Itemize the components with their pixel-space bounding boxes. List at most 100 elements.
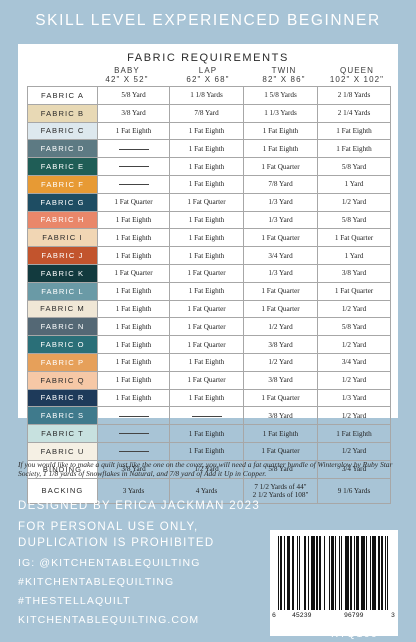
table-cell: 1 Fat Eighth [97, 335, 170, 354]
barcode-digit-check: 3 [391, 612, 395, 619]
row-label: FABRIC U [27, 441, 98, 461]
row-label: FABRIC J [27, 246, 98, 265]
table-cell: 3/8 Yard [97, 103, 170, 123]
not-needed-dash [118, 184, 149, 186]
table-cell: 1 Fat Eighth [317, 424, 391, 443]
table-cell: 5/8 Yard [317, 210, 391, 230]
barcode-bar [344, 536, 349, 610]
not-needed-dash [191, 415, 222, 417]
table-cell: 1 Fat Eighth [97, 210, 170, 230]
barcode-bar [388, 536, 389, 610]
table-cell: 1 Fat Quarter [243, 228, 318, 248]
table-cell: 1/2 Yard [317, 370, 391, 390]
row-label: BACKING [27, 477, 98, 504]
row-label: FABRIC S [27, 406, 98, 426]
table-cell: 1 Fat Eighth [243, 139, 318, 159]
website-link[interactable]: KITCHENTABLEQUILTING.COM [18, 614, 200, 626]
table-cell: 3/8 Yard [317, 263, 391, 283]
row-label: FABRIC I [27, 228, 98, 248]
table-cell: 1 Fat Quarter [243, 299, 318, 319]
table-cell: 1 Fat Eighth [317, 139, 391, 159]
personal-use-notice: FOR PERSONAL USE ONLY, DUPLICATION IS PR… [18, 521, 215, 549]
column-header-lap: LAP 62" X 68" [186, 66, 230, 84]
table-cell: 1 Fat Eighth [169, 424, 244, 443]
table-cell: 1 Fat Eighth [317, 121, 391, 141]
row-label: FABRIC N [27, 317, 98, 337]
table-cell [97, 406, 170, 426]
row-label: FABRIC F [27, 174, 98, 194]
table-cell: 1 Fat Quarter [317, 228, 391, 248]
table-cell: 1 Fat Quarter [169, 299, 244, 319]
table-cell: 7/8 Yard [243, 174, 318, 194]
table-cell: 3/8 Yard [243, 406, 318, 426]
barcode-bar [318, 536, 322, 610]
instagram-handle: IG: @KITCHENTABLEQUILTING [18, 557, 201, 569]
table-cell: 2 1/4 Yards [317, 103, 391, 123]
table-cell: 1 Fat Quarter [169, 192, 244, 212]
barcode-bar [384, 536, 386, 610]
barcode-bar [380, 536, 384, 610]
table-row: BACKING 3 Yards 4 Yards 7 1/2 Yards of 44" 2… [27, 477, 391, 504]
table-cell: 3 Yards [97, 477, 170, 504]
table-cell [97, 174, 170, 194]
row-label: FABRIC L [27, 281, 98, 301]
table-cell: 1 Fat Eighth [97, 228, 170, 248]
barcode-digit-prefix: 6 [272, 612, 276, 619]
table-cell [97, 424, 170, 443]
table-cell: 4 Yards [169, 477, 244, 504]
table-cell: 1/2 Yard [317, 441, 391, 461]
table-cell: 1 Fat Quarter [243, 157, 318, 176]
table-cell: 1 Fat Quarter [169, 370, 244, 390]
table-cell: 1/3 Yard [317, 388, 391, 408]
table-cell: 1 Fat Quarter [243, 441, 318, 461]
table-row: FABRIC U 1 Fat Eighth 1 Fat Quarter 1/2 Yar… [27, 441, 391, 461]
barcode-bar [372, 536, 376, 610]
column-header-queen: QUEEN 102" X 102" [329, 66, 385, 84]
barcode-digits-left: 45239 [292, 612, 312, 619]
table-cell: 1/2 Yard [317, 335, 391, 354]
barcode-bar [280, 536, 282, 610]
barcode-bar [304, 536, 307, 610]
hashtag-kitchentablequilting: #KITCHENTABLEQUILTING [18, 576, 175, 588]
barcode-bar [386, 536, 389, 610]
table-cell: 1 Fat Eighth [169, 174, 244, 194]
table-row: FABRIC S 3/8 Yard 1/2 Yard [27, 406, 391, 426]
fabric-requirements-table: FABRIC A 5/8 Yard 1 1/8 Yards 1 5/8 Yards 2 … [27, 86, 391, 504]
row-label: FABRIC B [27, 103, 98, 123]
table-cell: 1 Fat Quarter [317, 281, 391, 301]
table-cell: 1 Fat Eighth [97, 281, 170, 301]
barcode-bar [349, 536, 353, 610]
table-cell: 1 Yard [317, 246, 391, 265]
table-cell: 1 Fat Eighth [169, 139, 244, 159]
table-cell: 1/2 Yard [243, 352, 318, 372]
barcode-bar [278, 536, 280, 610]
row-label: FABRIC E [27, 157, 98, 176]
table-cell: 1 Fat Eighth [169, 281, 244, 301]
barcode-bar [356, 536, 359, 610]
barcode-bar [353, 536, 355, 610]
row-label: FABRIC C [27, 121, 98, 141]
table-cell: 2 1/8 Yards [317, 86, 391, 105]
barcode-bar [338, 536, 340, 610]
column-header-twin: TWIN 82" X 86" [262, 66, 306, 84]
barcode: 6 45239 96799 3 [270, 530, 398, 636]
row-label: FABRIC D [27, 139, 98, 159]
table-cell: 1/2 Yard [317, 299, 391, 319]
table-cell: 1 Fat Quarter [243, 281, 318, 301]
table-cell: 1 1/8 Yards [169, 86, 244, 105]
row-label: FABRIC Q [27, 370, 98, 390]
cell-line: 2 1/2 Yards of 108" [252, 490, 309, 499]
row-label: FABRIC G [27, 192, 98, 212]
cell-line: 7 1/2 Yards of 44" [254, 482, 307, 491]
table-cell: 7/8 Yard [169, 103, 244, 123]
